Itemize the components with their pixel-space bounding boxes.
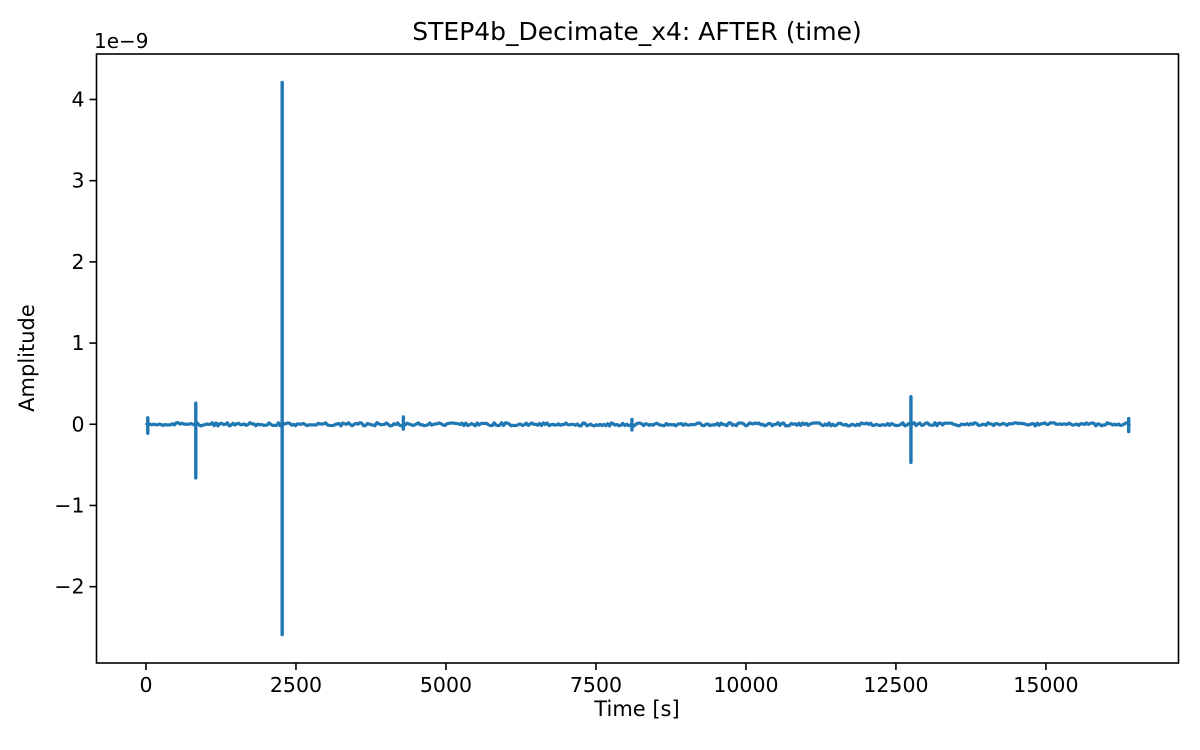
y-tick-label: 4 — [71, 87, 84, 111]
y-axis-offset-label: 1e−9 — [94, 29, 149, 53]
axes-frame — [95, 53, 1180, 664]
x-tick-label: 7500 — [570, 673, 622, 697]
x-tick-label: 12500 — [863, 673, 928, 697]
x-tick-label: 10000 — [713, 673, 778, 697]
y-tick-label: 1 — [71, 331, 84, 355]
y-tick-label: 2 — [71, 250, 84, 274]
y-tick-label: −1 — [54, 493, 84, 517]
y-tick-label: −2 — [54, 575, 84, 599]
x-axis-label: Time [s] — [594, 697, 680, 721]
y-tick-label: 0 — [71, 412, 84, 436]
x-tick-label: 15000 — [1013, 673, 1078, 697]
y-axis-label: Amplitude — [15, 304, 39, 412]
series-line — [144, 421, 1132, 428]
x-tick-label: 0 — [139, 673, 152, 697]
x-tick-label: 2500 — [270, 673, 322, 697]
chart-title: STEP4b_Decimate_x4: AFTER (time) — [412, 17, 862, 46]
x-tick-label: 5000 — [420, 673, 472, 697]
y-tick-label: 3 — [71, 169, 84, 193]
